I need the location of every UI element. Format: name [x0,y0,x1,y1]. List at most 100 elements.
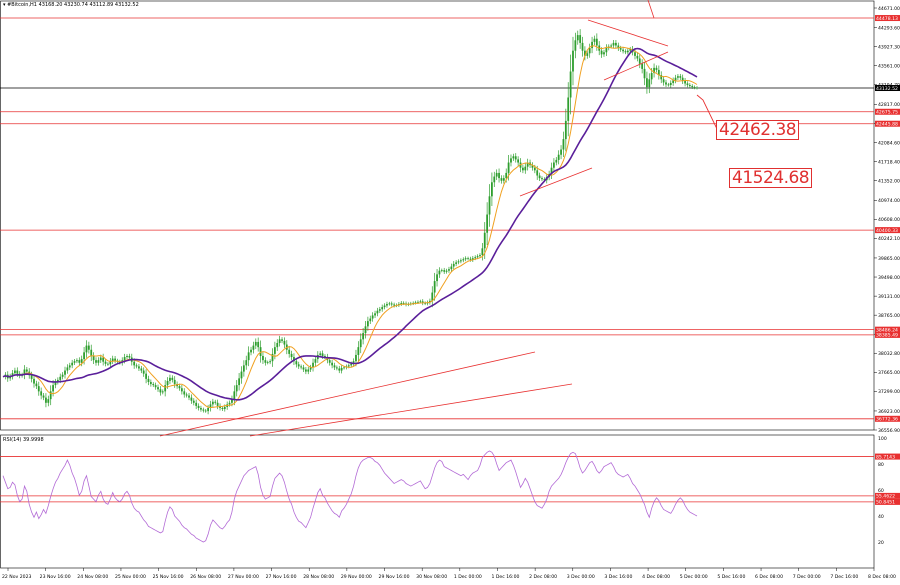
candle-body [242,365,245,372]
level-price-tag [875,326,900,333]
candle-body [541,178,543,180]
candle-body [505,172,508,179]
candle-body [288,349,291,354]
trendline-support-1 [159,351,536,437]
candle-body [531,165,534,168]
candle-body [211,401,214,405]
candle-body [216,402,219,406]
price-axis-tick-label: 36556.90 [878,428,900,434]
candle-body [610,45,613,47]
rsi-axis-tick-label: 60 [878,488,884,494]
candle-body [9,376,12,379]
current-price-label: 43132.52 [876,86,898,92]
candle-body [474,257,477,259]
candle-body [464,258,467,260]
candle-body [417,301,419,303]
candle-body [517,159,520,163]
candle-body [452,263,455,267]
candle-body [674,77,677,81]
annotation-lower: 41524.68 [729,168,813,188]
candle-body [300,366,303,368]
time-axis-tick-label: 22 Nov 2023 [2,574,31,580]
annotation-upper: 42462.38 [716,120,800,140]
time-axis-tick-label: 25 Nov 16:00 [153,574,184,580]
candle-body [145,373,147,379]
chart-header: ▾ #Bitcoin,H1 43168.20 43230.74 43112.89… [3,2,139,8]
candle-body [78,360,81,363]
candle-body [142,370,145,374]
time-axis-tick-label: 27 Nov 16:00 [266,574,297,580]
candle-body [421,301,424,303]
candle-body [643,68,646,79]
rsi-level-tag [875,453,900,460]
candle-body [297,364,300,367]
time-axis-tick-label: 26 Nov 08:00 [190,574,221,580]
time-axis-tick-label: 29 Nov 16:00 [379,574,410,580]
candle-body [47,399,50,403]
candle-body [634,52,636,56]
candle-body [662,79,665,83]
level-price-label: 42675.75 [876,110,898,116]
candle-body [371,315,374,319]
candle-body [188,395,190,398]
candle-body [159,389,162,393]
candle-body [655,67,658,70]
candle-body [56,379,59,382]
candle-body [319,353,322,355]
candle-body [95,360,97,363]
candle-body [443,270,446,272]
candle-body [228,402,231,405]
symbol-dropdown-icon[interactable]: ▾ [3,2,6,8]
candle-body [340,367,343,371]
candle-body [414,302,417,304]
candle-body [455,262,458,264]
candle-body [650,73,653,80]
candle-body [481,248,484,256]
candle-body [173,379,176,385]
candle-body [617,45,620,49]
candle-body [562,139,565,150]
candle-body [359,339,362,348]
candle-body [221,407,224,410]
candle-body [500,178,503,181]
current-price-tag [875,85,900,92]
price-axis-tick-label: 41718.40 [878,159,900,165]
time-axis-tick-label: 7 Dec 16:00 [830,574,858,580]
candle-body [80,359,83,363]
candle-body [672,80,675,83]
candle-body [350,363,353,366]
candle-body [231,399,233,403]
candle-body [90,349,93,356]
candle-body [109,361,112,365]
candle-body [581,42,584,51]
candle-body [185,394,188,396]
candle-body [536,170,539,176]
candle-body [669,82,672,86]
candle-body [190,397,193,401]
candle-body [445,270,448,272]
candle-body [424,302,427,304]
time-axis-tick-label: 3 Dec 16:00 [604,574,632,580]
candle-body [223,406,226,410]
candle-body [99,357,102,361]
candle-body [510,158,512,163]
candle-body [557,154,560,160]
candle-body [195,402,198,406]
candle-body [52,385,54,392]
rsi-axis-tick-label: 100 [878,436,887,442]
candle-body [471,258,474,260]
price-axis-tick-label: 42817.00 [878,102,900,108]
rsi-level-label: 85.7143 [876,454,895,460]
candle-body [154,385,157,388]
candle-body [622,49,624,52]
candle-body [61,374,64,377]
price-axis-tick-label: 42084.60 [878,140,900,146]
candle-body [374,313,376,316]
candle-body [376,310,379,314]
candles-group [4,29,698,415]
candle-body [522,167,524,171]
rsi-level-label: 55.4622 [876,494,895,500]
candle-body [462,259,465,261]
candle-body [169,377,171,381]
candle-body [693,87,696,88]
